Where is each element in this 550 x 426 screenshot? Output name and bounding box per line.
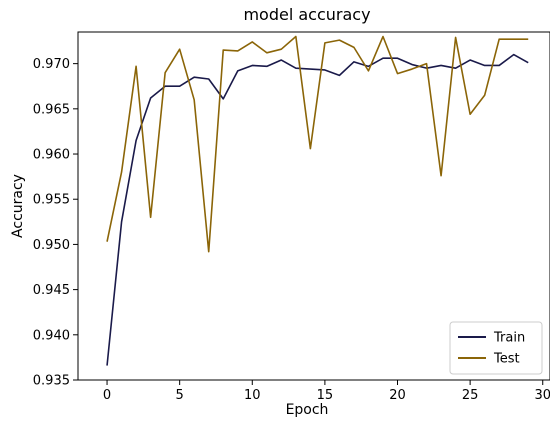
y-tick-label: 0.955 [33,193,70,208]
legend-label-test: Test [493,352,520,367]
chart-title: model accuracy [243,5,370,24]
legend-box [449,321,543,375]
x-tick-label: 15 [317,388,334,403]
legend-label-train: Train [493,331,525,346]
y-axis-label: Accuracy [10,174,26,238]
y-tick-label: 0.945 [33,283,70,298]
y-axis: 0.935 0.940 0.945 0.950 0.955 0.960 0.965 0.970 [33,57,78,389]
y-tick-label: 0.970 [33,57,70,72]
x-axis-label: Epoch [286,402,329,418]
y-tick-label: 0.950 [33,238,70,253]
plot-frame [77,31,550,381]
series-line-test [106,35,529,253]
y-tick-label: 0.960 [33,148,70,163]
y-tick-label: 0.940 [33,328,70,343]
x-axis: 0 5 10 15 20 25 30 [103,380,550,403]
x-tick-label: 5 [176,388,184,403]
legend: Train Test [449,321,543,375]
series-layer [106,35,529,366]
y-tick-label: 0.965 [33,102,70,117]
x-tick-label: 25 [462,388,479,403]
x-tick-label: 30 [534,388,550,403]
x-tick-label: 0 [103,388,111,403]
y-tick-label: 0.935 [33,374,70,389]
x-tick-label: 20 [389,388,406,403]
series-line-train [106,53,529,366]
x-tick-label: 10 [244,388,261,403]
